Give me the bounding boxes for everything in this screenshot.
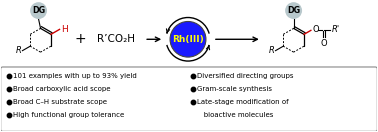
Text: bioactive molecules: bioactive molecules [197, 112, 273, 118]
Text: DG: DG [32, 6, 45, 15]
Text: R': R' [331, 25, 339, 34]
Text: H: H [61, 25, 68, 34]
Text: O: O [312, 25, 319, 34]
Circle shape [285, 2, 302, 19]
Text: Diversified directing groups: Diversified directing groups [197, 73, 293, 79]
FancyBboxPatch shape [1, 67, 377, 131]
Text: R: R [269, 46, 274, 55]
Text: Late-stage modification of: Late-stage modification of [197, 99, 288, 105]
Text: 101 examples with up to 93% yield: 101 examples with up to 93% yield [12, 73, 136, 79]
Text: Broad carboxylic acid scope: Broad carboxylic acid scope [12, 86, 110, 92]
Text: O: O [320, 39, 327, 48]
Text: Gram-scale synthesis: Gram-scale synthesis [197, 86, 272, 92]
Text: DG: DG [287, 6, 300, 15]
Circle shape [170, 22, 206, 57]
Text: Broad C–H substrate scope: Broad C–H substrate scope [12, 99, 107, 105]
Text: Rh(III): Rh(III) [172, 35, 204, 44]
Text: R’CO₂H: R’CO₂H [97, 34, 135, 44]
Circle shape [165, 16, 211, 62]
Circle shape [30, 2, 47, 19]
Text: +: + [74, 32, 86, 46]
Text: R: R [15, 46, 22, 55]
Text: High functional group tolerance: High functional group tolerance [12, 112, 124, 118]
